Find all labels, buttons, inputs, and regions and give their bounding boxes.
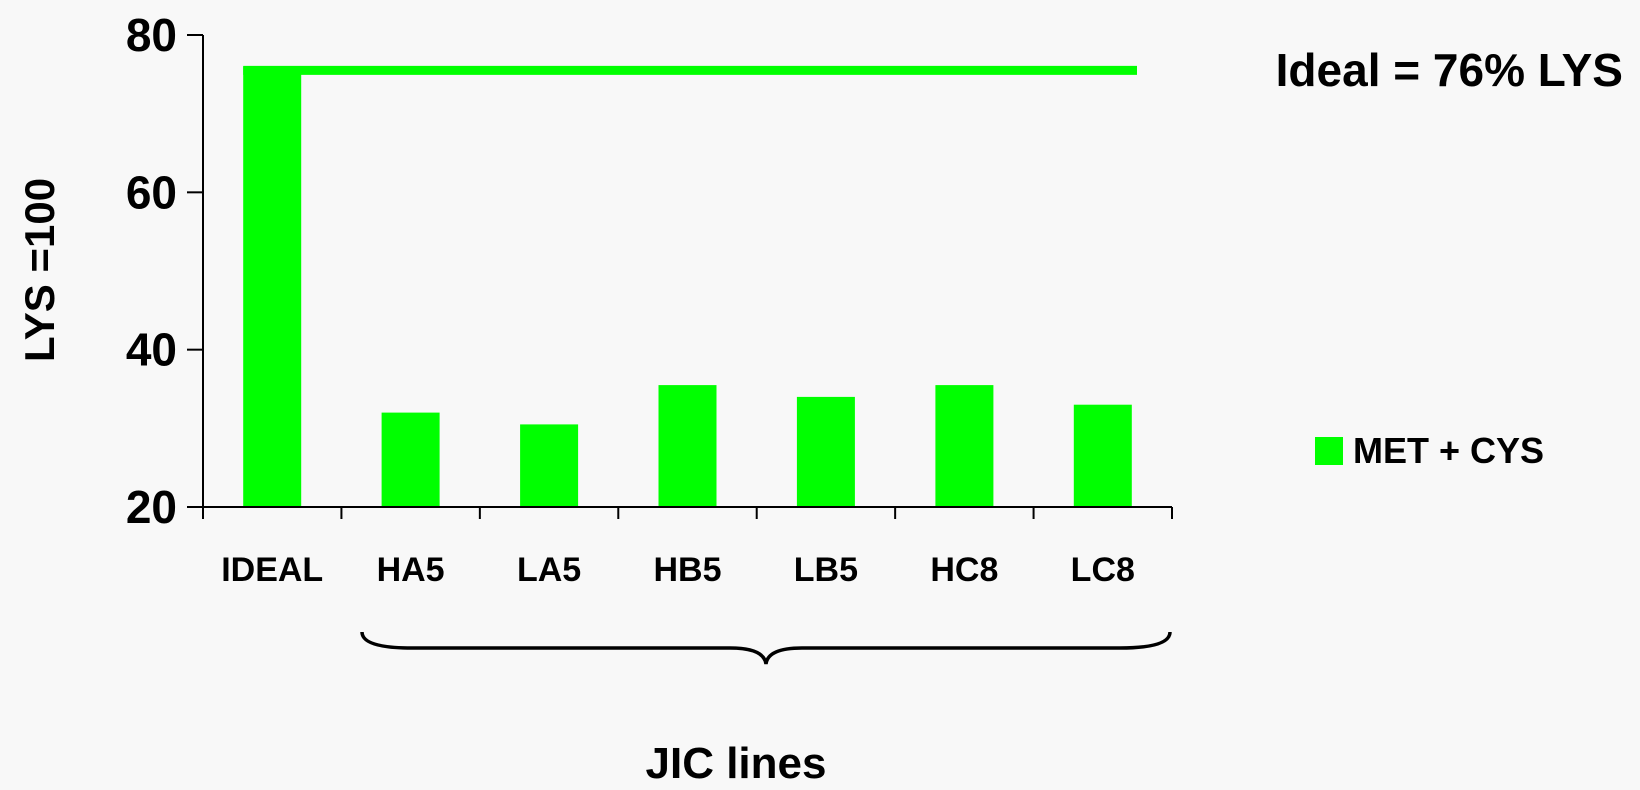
bar-lb5: [796, 396, 855, 507]
y-axis-label: LYS =100: [16, 178, 63, 362]
bar-hc8: [935, 385, 994, 507]
bar-ideal: [243, 66, 302, 507]
ideal-annotation: Ideal = 76% LYS: [1276, 44, 1623, 96]
legend-swatch: [1315, 437, 1343, 465]
y-tick-label: 20: [126, 481, 177, 533]
x-tick-label-ideal: IDEAL: [221, 551, 323, 589]
bar-ha5: [381, 412, 440, 507]
legend: MET + CYS: [1315, 430, 1544, 471]
x-axis-title: JIC lines: [646, 739, 827, 785]
bar-la5: [520, 424, 579, 507]
x-tick-label-lc8: LC8: [1071, 551, 1135, 589]
plot-area: 20 40 60 80 IDEAL HA5 LA5 HB5 LB5 HC8 LC8: [126, 9, 1173, 589]
x-tick-label-la5: LA5: [517, 551, 581, 589]
x-tick-label-ha5: HA5: [377, 551, 445, 589]
y-tick-label: 40: [126, 324, 177, 376]
legend-label: MET + CYS: [1353, 430, 1544, 471]
bar-lc8: [1073, 404, 1132, 507]
x-tick-label-lb5: LB5: [794, 551, 858, 589]
x-tick-label-hb5: HB5: [653, 551, 721, 589]
x-tick-label-hc8: HC8: [930, 551, 998, 589]
group-brace: [360, 631, 1172, 665]
y-tick-label: 80: [126, 9, 177, 61]
bar-hb5: [658, 385, 717, 507]
y-tick-label: 60: [126, 166, 177, 218]
